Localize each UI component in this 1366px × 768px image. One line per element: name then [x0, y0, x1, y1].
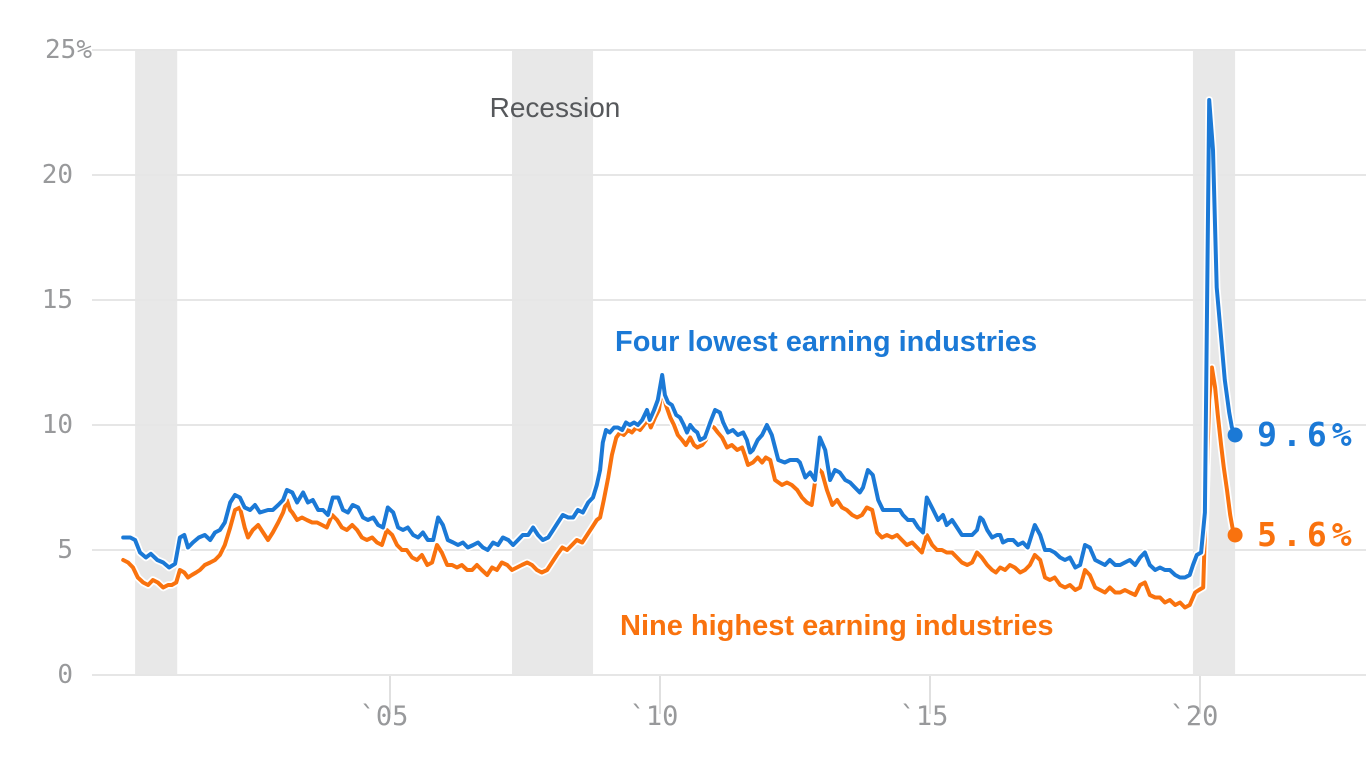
recession-annotation: Recession — [489, 92, 621, 123]
y-axis-label: 25% — [45, 35, 92, 65]
x-axis-label: `05 — [359, 701, 409, 732]
series-line-four-lowest-earning-industries — [121, 98, 1238, 580]
y-axis-label: 15 — [41, 285, 73, 315]
end-value-label-nine-highest: 5.6% — [1257, 515, 1357, 554]
end-value-label-four-lowest: 9.6% — [1257, 415, 1357, 454]
y-axis-label: 10 — [41, 410, 73, 440]
y-axis-label: 0 — [57, 660, 73, 690]
y-axis-label: 20 — [41, 160, 73, 190]
series-label-four-lowest: Four lowest earning industries — [615, 326, 1038, 358]
x-axis-label: `15 — [899, 701, 949, 732]
recession-band — [512, 50, 594, 675]
series-label-nine-highest: Nine highest earning industries — [620, 610, 1054, 642]
series-end-dot-four-lowest-earning-industries — [1227, 427, 1243, 443]
y-axis-label: 5 — [57, 535, 73, 565]
x-axis-label: `20 — [1169, 701, 1219, 732]
x-axis-label: `10 — [629, 701, 679, 732]
series-end-dot-nine-highest-earning-industries — [1227, 527, 1243, 543]
series-line-nine-highest-earning-industries — [121, 365, 1238, 610]
